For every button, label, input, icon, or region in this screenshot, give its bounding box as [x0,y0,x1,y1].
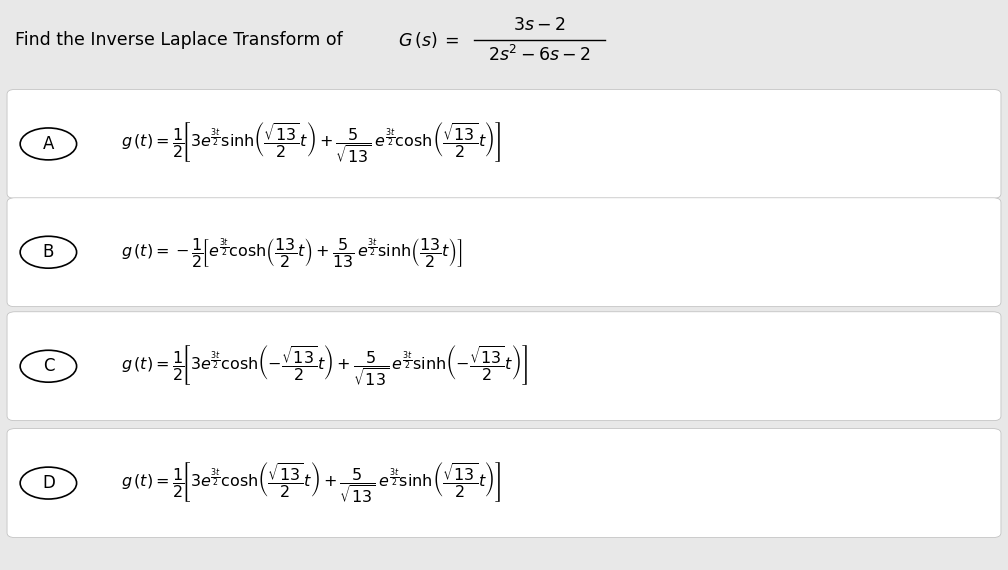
Text: A: A [42,135,54,153]
Circle shape [20,128,77,160]
Circle shape [20,350,77,382]
FancyBboxPatch shape [7,429,1001,538]
FancyBboxPatch shape [7,312,1001,421]
FancyBboxPatch shape [7,89,1001,198]
Circle shape [20,237,77,268]
Text: $g\,(t) = \dfrac{1}{2}\!\left[3e^{\frac{3t}{2}}\cosh\!\left(-\dfrac{\sqrt{13}}{2: $g\,(t) = \dfrac{1}{2}\!\left[3e^{\frac{… [121,344,528,389]
Text: $2s^2-6s-2$: $2s^2-6s-2$ [488,44,591,65]
Text: $3s-2$: $3s-2$ [513,16,565,34]
FancyBboxPatch shape [7,198,1001,307]
Text: $g\,(t) = \dfrac{1}{2}\!\left[3e^{\frac{3t}{2}}\sinh\!\left(\dfrac{\sqrt{13}}{2}: $g\,(t) = \dfrac{1}{2}\!\left[3e^{\frac{… [121,121,501,166]
Circle shape [20,467,77,499]
Text: C: C [42,357,54,375]
Text: Find the Inverse Laplace Transform of: Find the Inverse Laplace Transform of [15,31,349,49]
Text: $g\,(t) = \dfrac{1}{2}\!\left[3e^{\frac{3t}{2}}\cosh\!\left(\dfrac{\sqrt{13}}{2}: $g\,(t) = \dfrac{1}{2}\!\left[3e^{\frac{… [121,461,501,506]
Text: $g\,(t) = -\dfrac{1}{2}\!\left[e^{\frac{3t}{2}}\cosh\!\left(\dfrac{13}{2}t\right: $g\,(t) = -\dfrac{1}{2}\!\left[e^{\frac{… [121,236,463,268]
Text: D: D [42,474,54,492]
Text: $G\,(s)\;=$: $G\,(s)\;=$ [398,30,460,50]
Text: B: B [42,243,54,261]
